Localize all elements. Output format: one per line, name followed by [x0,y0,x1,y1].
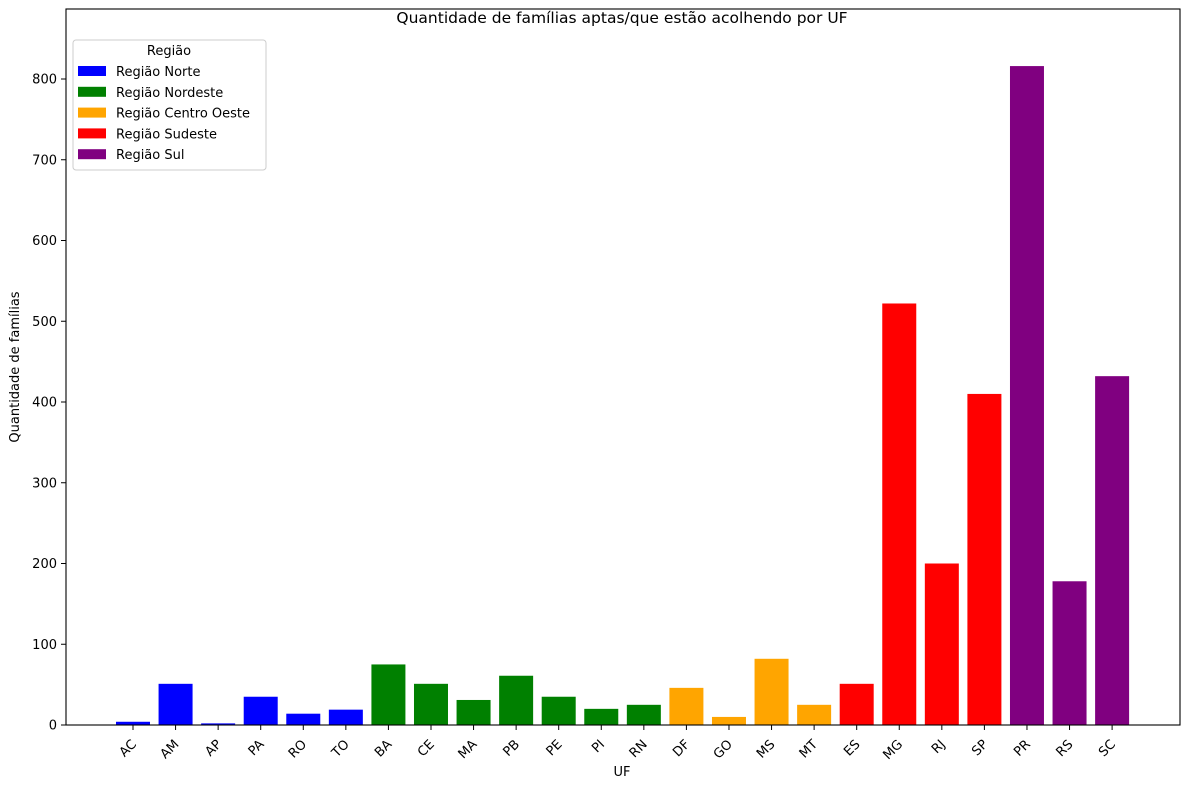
legend-label: Região Norte [116,65,200,80]
x-tick-label: AP [203,737,226,760]
bar-rn [626,704,661,725]
x-tick-label: SP [969,737,991,759]
x-tick-label: RO [286,737,310,761]
y-tick-label: 800 [32,73,57,88]
legend-label: Região Sudeste [116,127,217,142]
y-axis: 0 100 200 300 400 500 600 700 800 [32,73,66,734]
bar-am [158,683,193,725]
y-tick-label: 700 [32,153,57,168]
bar-ma [456,699,491,725]
legend-title: Região [147,44,191,59]
x-tick-label: DF [670,737,693,760]
bar-mg [882,303,917,725]
bar-pi [584,708,619,725]
bar-ac [116,721,150,725]
x-tick-label: PB [500,737,522,759]
bar-pr [1009,66,1044,725]
legend-swatch [78,128,106,139]
legend: Região Região Norte Região Nordeste Região… [72,39,267,171]
legend-swatch [78,149,106,160]
y-tick-label: 0 [49,719,57,734]
x-tick-label: MA [456,737,481,762]
legend-swatch [78,107,106,118]
x-tick-label: PA [246,737,268,759]
x-tick-label: MS [754,737,778,761]
bar-to [328,709,363,725]
x-tick-label: RJ [929,737,949,757]
legend-swatch [78,66,106,76]
x-tick-label: MG [880,737,906,763]
bar-ce [413,683,448,725]
legend-label: Região Sul [116,148,184,163]
y-axis-label: Quantidade de famílias [8,291,23,442]
y-tick-label: 500 [32,315,57,330]
x-axis: AC AM AP PA RO TO BA CE MA PB PE PI RN DF GO MS MT ES MG RJ… [117,725,1119,763]
bar-df [669,687,704,725]
x-axis-label: UF [614,765,631,780]
legend-swatch [78,86,106,97]
x-tick-label: RN [627,737,651,761]
x-tick-label: AM [158,737,183,762]
bar-rs [1052,581,1087,725]
bar-ap [201,723,236,725]
y-tick-label: 200 [32,557,57,572]
legend-label: Região Centro Oeste [116,107,250,122]
bar-pb [499,675,534,725]
x-tick-label: TO [329,737,353,761]
x-tick-label: PI [589,737,608,756]
x-tick-label: BA [372,737,395,760]
bar-sc [1095,376,1130,725]
bars-group [116,66,1130,725]
bar-pe [541,696,576,725]
x-tick-label: RS [1054,737,1077,760]
y-tick-label: 600 [32,234,57,249]
x-tick-label: CE [415,737,438,760]
bar-ro [286,713,321,725]
bar-mt [797,704,832,725]
x-tick-label: MT [797,737,821,761]
x-tick-label: GO [711,737,736,762]
bar-go [711,716,746,725]
y-tick-label: 400 [32,396,57,411]
bar-es [839,683,874,725]
bar-sp [967,393,1002,725]
x-tick-label: ES [841,737,863,759]
plot-frame [65,8,1181,726]
legend-label: Região Nordeste [116,86,223,101]
bar-ba [371,664,406,725]
x-tick-label: PR [1011,737,1034,760]
bar-ms [754,658,789,725]
y-tick-label: 100 [32,638,57,653]
x-tick-label: AC [117,737,140,760]
chart-title: Quantidade de famílias aptas/que estão a… [396,9,847,27]
legend-box [72,39,267,171]
y-tick-label: 300 [32,476,57,491]
bar-pa [243,696,278,725]
bar-rj [924,563,959,725]
x-tick-label: SC [1096,737,1119,760]
x-tick-label: PE [544,737,566,759]
